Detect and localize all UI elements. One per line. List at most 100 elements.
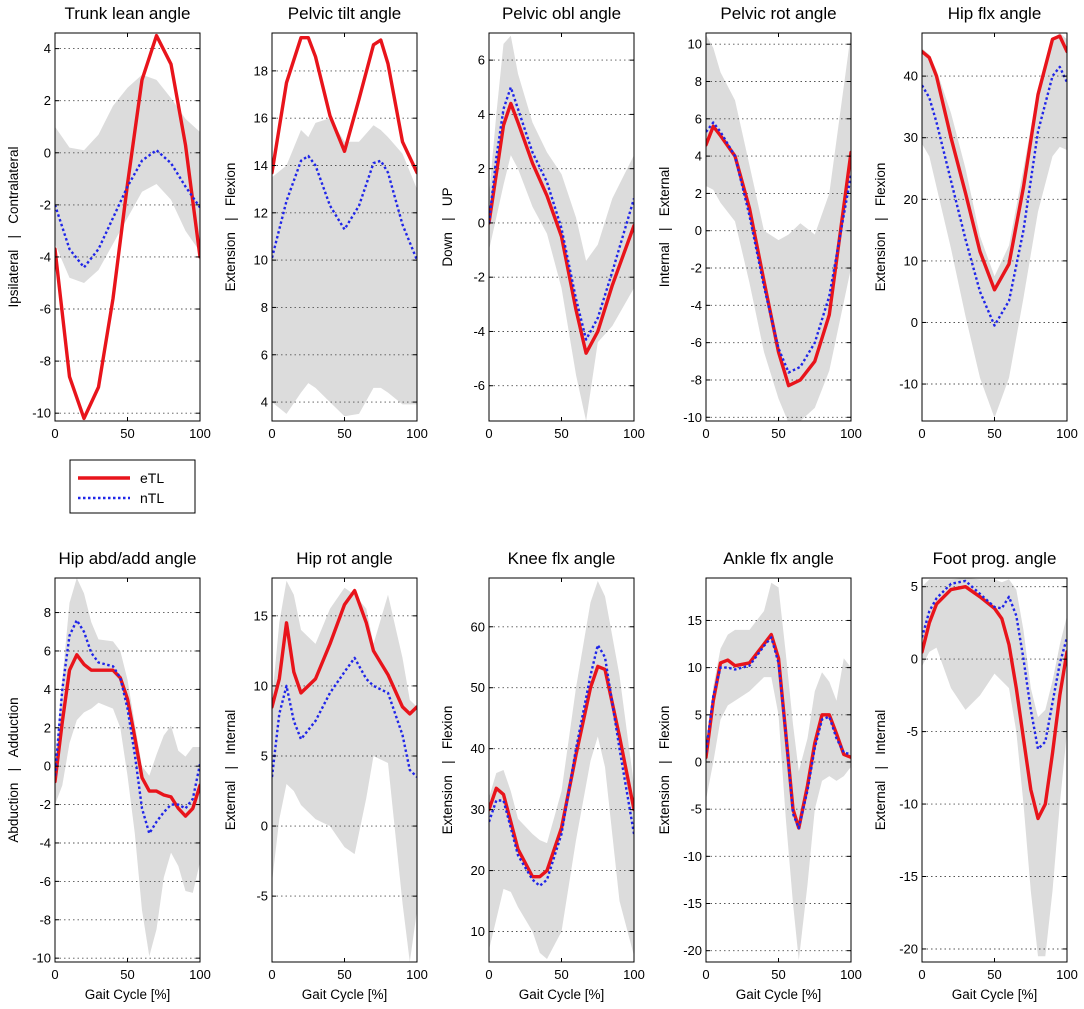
x-tick-label: 0: [485, 426, 492, 441]
y-tick-label: 0: [478, 215, 485, 230]
y-tick-label: 0: [911, 315, 918, 330]
series-etl-line: [272, 36, 417, 175]
x-tick-label: 100: [189, 967, 211, 982]
x-tick-label: 100: [623, 967, 645, 982]
x-tick-label: 100: [840, 426, 862, 441]
legend-box: [69, 459, 196, 514]
y-tick-label: -20: [683, 943, 702, 958]
y-tick-label: 16: [254, 111, 268, 126]
series-ntl-line: [272, 154, 417, 261]
x-axis-label: Gait Cycle [%]: [85, 987, 171, 1002]
x-tick-label: 0: [918, 967, 925, 982]
normative-band: [706, 33, 851, 421]
panel-title: Hip rot angle: [296, 549, 392, 568]
panel-1: -10 -8 -6 -4 -2 0 2 4 0 50 100 Trunk lean angle Ipsi…: [6, 4, 211, 441]
y-tick-label: 60: [471, 619, 485, 634]
y-tick-label: -2: [39, 797, 51, 812]
panel-6: -10 -8 -6 -4 -2 0 2 4 6 8 0 50 100 Hip abd/add angle A…: [6, 549, 211, 1002]
y-tick-label: -4: [473, 324, 485, 339]
y-axis-label: Extension | Flexion: [223, 163, 238, 292]
y-tick-label: -4: [39, 835, 51, 850]
y-tick-label: 12: [254, 205, 268, 220]
y-tick-label: 6: [478, 53, 485, 68]
y-tick-label: -8: [39, 912, 51, 927]
panel-5: -10 0 10 20 30 40 0 50 100 Hip flx angle Extension…: [873, 4, 1078, 441]
panel-title: Hip abd/add angle: [58, 549, 196, 568]
y-tick-label: 10: [904, 253, 918, 268]
y-tick-label: 20: [471, 863, 485, 878]
x-tick-label: 50: [337, 967, 351, 982]
y-tick-label: -15: [683, 896, 702, 911]
normative-band: [272, 118, 417, 417]
series-ntl-line: [922, 65, 1067, 327]
y-tick-label: -5: [256, 889, 268, 904]
y-tick-label: -6: [39, 302, 51, 317]
y-tick-label: 10: [688, 660, 702, 675]
panel-title: Pelvic rot angle: [720, 4, 836, 23]
y-axis-label: Extension | Flexion: [657, 706, 672, 835]
x-tick-label: 50: [120, 426, 134, 441]
y-tick-label: 0: [44, 759, 51, 774]
series-etl-line: [489, 664, 634, 879]
normative-band: [706, 582, 851, 961]
y-tick-label: -8: [690, 372, 702, 387]
x-axis-label: Gait Cycle [%]: [736, 987, 822, 1002]
y-tick-label: 2: [44, 720, 51, 735]
y-tick-label: -10: [899, 797, 918, 812]
x-tick-label: 100: [406, 967, 428, 982]
y-tick-label: 4: [695, 149, 702, 164]
y-tick-label: 10: [254, 253, 268, 268]
y-tick-label: -10: [32, 406, 51, 421]
y-tick-label: 5: [261, 748, 268, 763]
y-tick-label: -6: [39, 874, 51, 889]
y-tick-label: -8: [39, 354, 51, 369]
y-tick-label: -10: [683, 410, 702, 425]
series-ntl-line: [706, 121, 851, 374]
y-tick-label: -4: [39, 249, 51, 264]
y-tick-label: 5: [911, 579, 918, 594]
y-tick-label: 8: [261, 300, 268, 315]
y-axis-label: Extension | Flexion: [873, 163, 888, 292]
y-axis-label: Internal | External: [657, 167, 672, 288]
x-tick-label: 50: [337, 426, 351, 441]
legend-label-etl: eTL: [140, 470, 164, 486]
normative-band: [922, 578, 1067, 957]
series-etl-line: [272, 588, 417, 716]
x-tick-label: 0: [268, 426, 275, 441]
x-tick-label: 0: [485, 967, 492, 982]
y-tick-label: 15: [688, 613, 702, 628]
series-etl-line: [922, 585, 1067, 821]
y-axis-label: Extension | Flexion: [440, 706, 455, 835]
y-tick-label: -4: [690, 298, 702, 313]
series-ntl-line: [922, 579, 1067, 751]
x-tick-label: 50: [771, 967, 785, 982]
y-axis-label: External | Internal: [873, 710, 888, 831]
y-tick-label: 0: [44, 145, 51, 160]
y-tick-label: -2: [39, 197, 51, 212]
x-tick-label: 0: [702, 967, 709, 982]
y-tick-label: 0: [695, 223, 702, 238]
x-tick-label: 0: [702, 426, 709, 441]
y-tick-label: -5: [690, 802, 702, 817]
x-tick-label: 0: [918, 426, 925, 441]
series-ntl-line: [272, 656, 417, 778]
y-axis-label: Down | UP: [440, 187, 455, 266]
y-tick-label: 8: [44, 605, 51, 620]
y-tick-label: 4: [44, 41, 51, 56]
panel-7: -5 0 5 10 15 0 50 100 Hip rot angle External | In…: [223, 549, 428, 1002]
y-tick-label: 4: [44, 682, 51, 697]
y-axis-label: External | Internal: [223, 710, 238, 831]
y-tick-label: -10: [32, 951, 51, 966]
y-axis-label: Ipsilateral | Contralateral: [6, 146, 21, 307]
y-tick-label: 5: [695, 707, 702, 722]
y-tick-label: 6: [44, 643, 51, 658]
y-tick-label: 20: [904, 192, 918, 207]
panel-9: -20 -15 -10 -5 0 5 10 15 0 50 100 Ankle flx angle Ex…: [657, 549, 862, 1002]
x-tick-label: 100: [189, 426, 211, 441]
panel-title: Pelvic tilt angle: [288, 4, 401, 23]
y-tick-label: 30: [471, 802, 485, 817]
panel-8: 10 20 30 40 50 60 0 50 100 Knee flx angle Extensio…: [440, 549, 645, 1002]
